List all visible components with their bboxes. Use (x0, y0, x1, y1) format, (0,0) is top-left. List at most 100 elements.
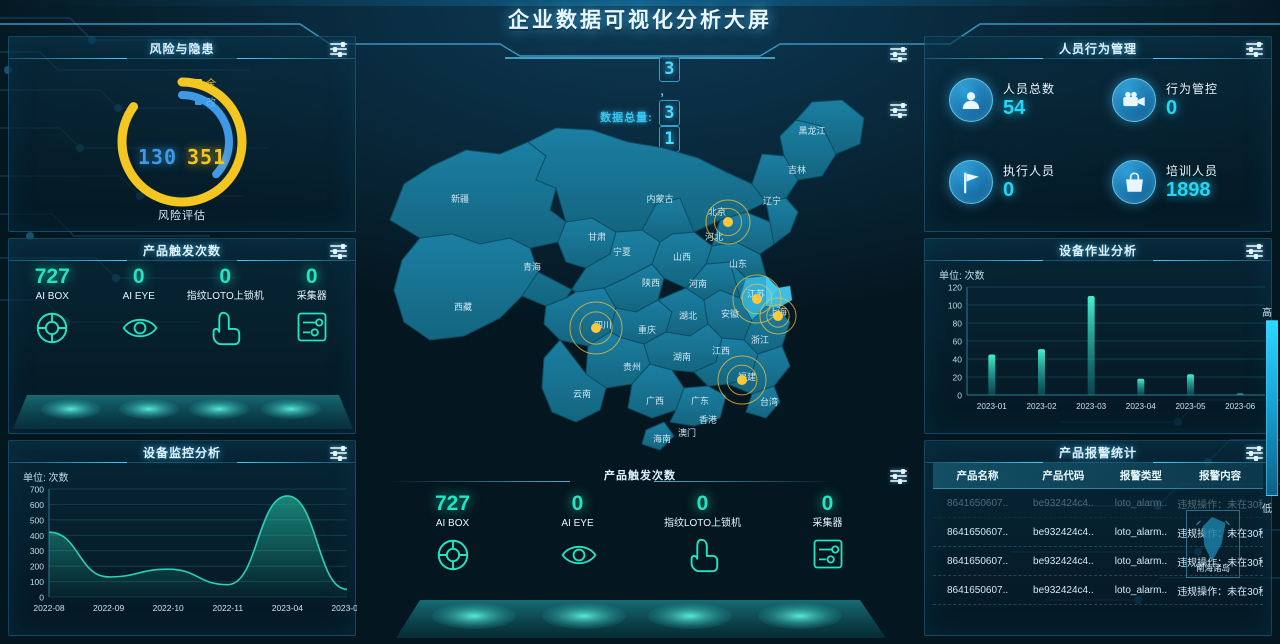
south-sea-islands-label: 南海诸岛 (1195, 563, 1230, 573)
bag-icon (1112, 160, 1156, 204)
svg-text:2023-04: 2023-04 (272, 603, 303, 613)
eye-icon (120, 309, 158, 347)
svg-text:300: 300 (30, 546, 44, 556)
map-province-label: 四川 (594, 320, 612, 330)
table-cell: be932424c4.. (1033, 497, 1094, 509)
product-trigger-item[interactable]: 727 AI BOX (9, 265, 96, 385)
svg-text:700: 700 (30, 485, 44, 495)
filter-icon[interactable] (330, 244, 347, 259)
product-trigger-item[interactable]: 0 AI EYE (515, 492, 640, 602)
filter-icon[interactable] (1246, 446, 1263, 461)
product-trigger-value: 0 (219, 265, 232, 288)
map-legend-gradient (1266, 320, 1278, 496)
map-province-label: 广西 (646, 395, 664, 406)
page-title: 企业数据可视化分析大屏 (508, 9, 772, 32)
product-trigger-name: AI BOX (435, 518, 470, 529)
alarm-table-body[interactable]: 8641650607.. be932424c4.. loto_alarm.. 违规操作… (933, 489, 1263, 629)
map-province-label: 贵州 (623, 361, 641, 372)
map-province-label: 澳门 (678, 427, 696, 438)
map-province-label: 甘肃 (588, 231, 606, 242)
risk-footer-label: 风险评估 (158, 210, 206, 222)
svg-text:400: 400 (30, 531, 44, 541)
product-trigger-value: 727 (434, 492, 471, 515)
legend-swatch (195, 98, 202, 105)
china-map[interactable]: 新疆 黑龙江 吉林 辽宁 内蒙古 北京 河北 甘肃 宁夏 山西 山东 青海 陕西 河南 西藏 四川 重庆 湖北 安徽… (360, 92, 1278, 578)
map-province-label: 河北 (705, 231, 723, 242)
map-province-label: 安徽 (721, 308, 739, 319)
alarm-column-header: 产品名称 (956, 470, 999, 482)
map-marker[interactable] (705, 199, 751, 245)
fingerprint-hand-icon (206, 309, 244, 347)
risk-donut-chart (117, 77, 247, 207)
legend-label: 全 (206, 79, 216, 90)
personnel-card[interactable]: 培训人员 1898 (1098, 141, 1261, 223)
product-trigger-item[interactable]: 0 AI EYE (96, 265, 183, 385)
table-cell: 8641650607.. (946, 497, 1009, 509)
flag-icon (949, 160, 993, 204)
table-row[interactable]: 8641650607.. be932424c4.. loto_alarm.. 违规操作… (933, 489, 1263, 518)
filter-icon[interactable] (1246, 244, 1263, 259)
video-camera-icon (1112, 78, 1156, 122)
risk-value-all: 351 (187, 145, 227, 169)
svg-text:2023-05: 2023-05 (1175, 402, 1205, 411)
svg-text:60: 60 (953, 337, 963, 347)
panel-head: 产品报警统计 (925, 441, 1271, 463)
map-marker[interactable] (759, 297, 797, 335)
filter-icon[interactable] (330, 42, 347, 57)
total-count-label: 数据总量: (600, 112, 653, 124)
table-row[interactable]: 8641650607.. be932424c4.. loto_alarm.. 违规操作… (933, 576, 1263, 605)
filter-icon[interactable] (890, 469, 907, 484)
personnel-card-value: 1898 (1166, 179, 1211, 201)
risk-value-fixed: 130 (137, 145, 177, 169)
svg-text:120: 120 (948, 283, 962, 293)
product-trigger-item[interactable]: 0 指纹LOTO上锁机 (640, 492, 765, 602)
alarm-table-header: 产品名称 产品代码 报警类型 报警内容 (933, 463, 1263, 489)
personnel-card[interactable]: 人员总数 54 (935, 59, 1098, 141)
map-marker[interactable] (732, 274, 782, 324)
svg-text:100: 100 (948, 301, 962, 311)
table-row[interactable]: 8641650607.. be932424c4.. loto_alarm.. 违规操作… (933, 547, 1263, 576)
product-trigger-name: 指纹LOTO上锁机 (663, 518, 742, 529)
header-frame-decor (0, 0, 1280, 59)
svg-text:2023-01: 2023-01 (977, 402, 1007, 411)
personnel-card-value: 0 (1166, 97, 1178, 119)
lifebuoy-icon (434, 536, 472, 574)
map-province-label: 台湾 (760, 396, 778, 407)
product-trigger-item[interactable]: 0 指纹LOTO上锁机 (182, 265, 269, 385)
personnel-card-label: 执行人员 (1003, 164, 1056, 178)
filter-icon[interactable] (890, 47, 907, 62)
product-trigger-value: 0 (571, 492, 584, 515)
map-legend-high: 高 (1262, 308, 1272, 319)
panel-head: 产品触发次数 (390, 466, 890, 486)
product-trigger-item[interactable]: 0 采集器 (765, 492, 890, 602)
product-trigger-value: 0 (132, 265, 145, 288)
personnel-card[interactable]: 行为管控 0 (1098, 59, 1261, 141)
map-province-label: 山东 (729, 258, 747, 269)
personnel-card[interactable]: 执行人员 0 (935, 141, 1098, 223)
alarm-table[interactable]: 产品名称 产品代码 报警类型 报警内容 8641650607.. be932424c4.… (933, 463, 1263, 629)
product-trigger-item[interactable]: 727 AI BOX (390, 492, 515, 602)
map-province-label: 福建 (738, 371, 756, 382)
svg-text:80: 80 (953, 319, 963, 329)
filter-icon[interactable] (890, 103, 907, 118)
product-trigger-item[interactable]: 0 采集器 (269, 265, 356, 385)
total-digit: 3 (658, 56, 680, 82)
filter-icon[interactable] (330, 446, 347, 461)
map-province-label: 广东 (691, 395, 709, 406)
panel-product-trigger-left: 产品触发次数 727 AI BOX 0 AI EYE 0 指纹LOTO上锁机 0 采集器 (8, 238, 356, 434)
svg-text:2023-02: 2023-02 (1026, 402, 1056, 411)
map-marker[interactable] (569, 301, 623, 355)
dashboard-header: 企业数据可视化分析大屏 数据总量: 3,319 (0, 0, 1280, 178)
user-icon (949, 78, 993, 122)
map-province-label: 北京 (708, 206, 726, 217)
map-marker[interactable] (717, 355, 767, 405)
map-province-label: 云南 (573, 388, 591, 399)
filter-icon[interactable] (1246, 42, 1263, 57)
personnel-card-label: 培训人员 (1166, 164, 1219, 178)
product-trigger-name: AI BOX (35, 291, 69, 302)
map-province-label: 内蒙古 (646, 193, 673, 204)
map-province-label: 河南 (689, 278, 707, 289)
personnel-cards-grid: 人员总数 54 行为管控 0 执行人员 0 培训人员 1898 (935, 59, 1261, 223)
